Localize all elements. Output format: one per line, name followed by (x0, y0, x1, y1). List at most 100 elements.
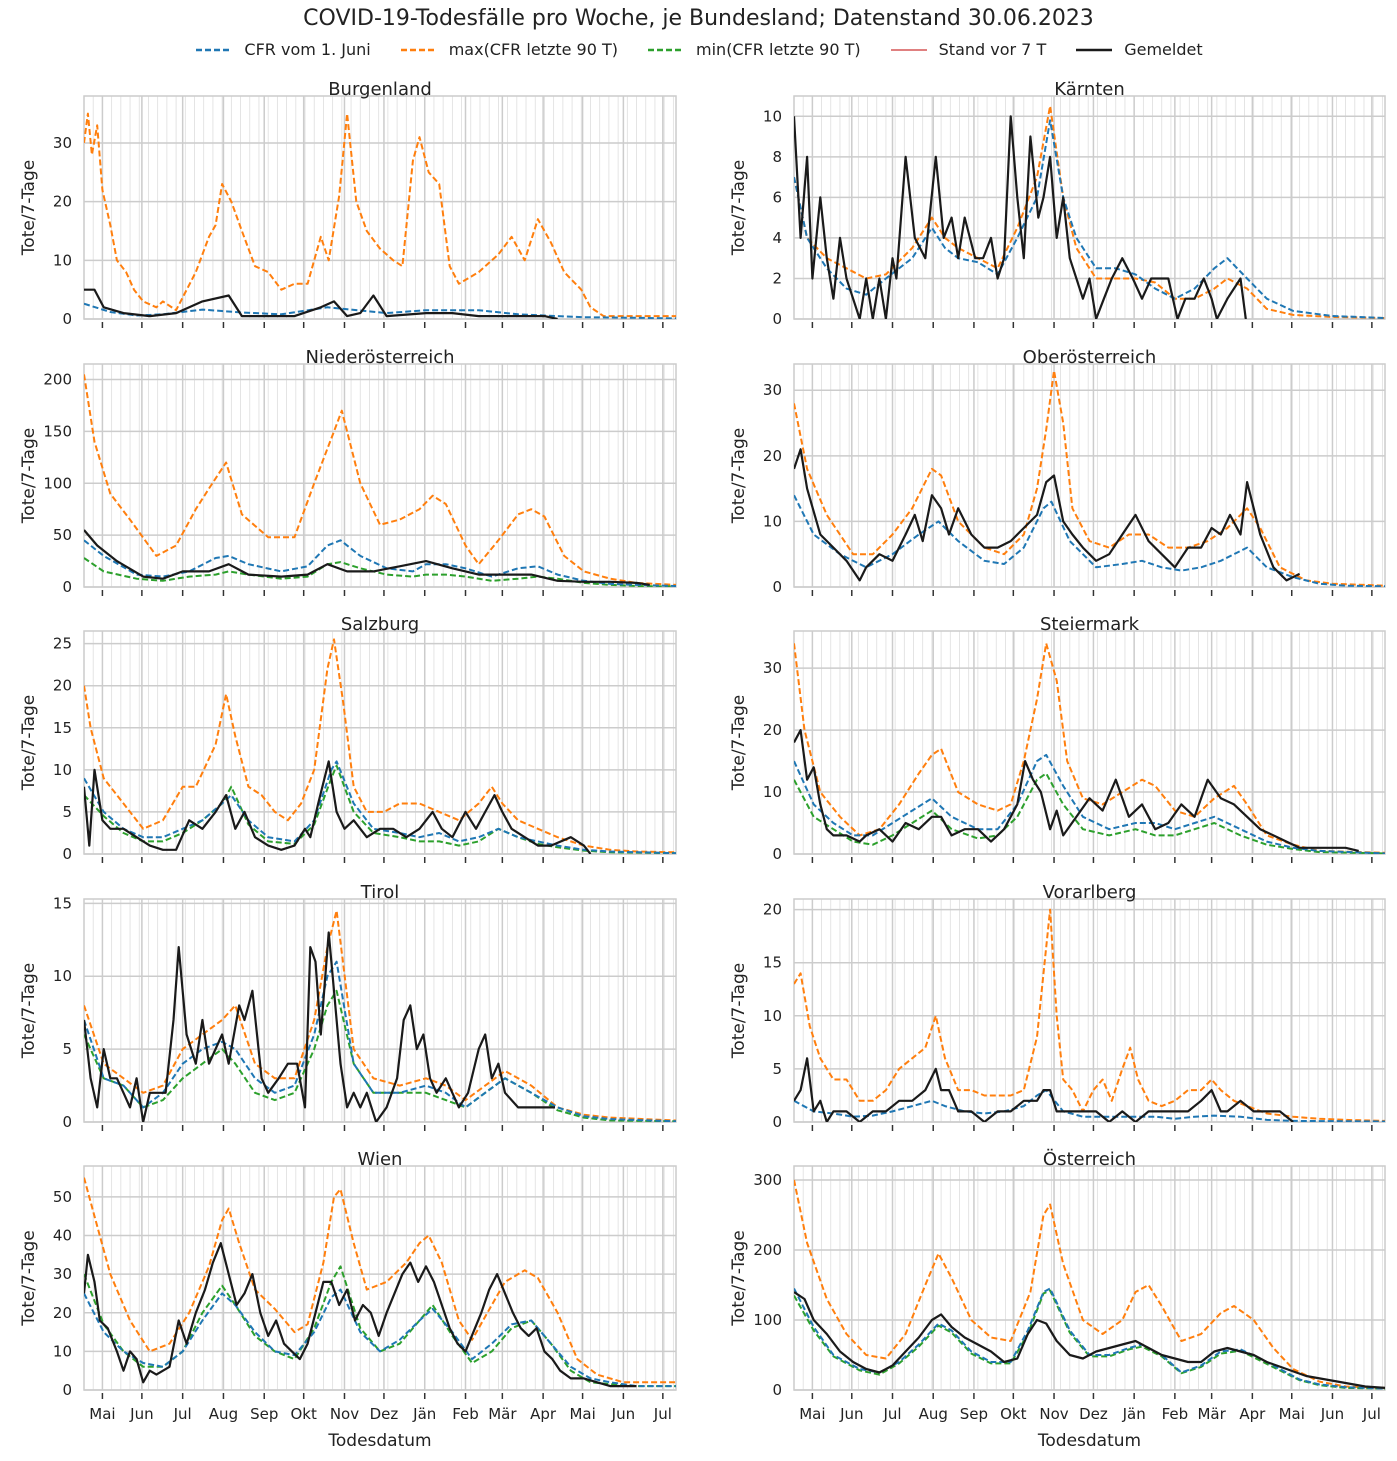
series-gemeldet-line (794, 448, 1301, 582)
panel-title: Kärnten (1054, 79, 1125, 100)
series-gemeldet-line (84, 1242, 637, 1388)
y-tick-label: 10 (53, 1342, 72, 1360)
panel-burgenland: 0 10 20 30 Burgenland Tote/7-Tage (19, 79, 677, 328)
series-cfr-min-line (84, 1265, 676, 1388)
series-cfr-max-line (84, 909, 676, 1122)
panel-tirol: 0 5 10 15 Tirol Tote/7-Tage (19, 882, 677, 1131)
panel-frame (83, 898, 677, 1123)
x-tick-label: Mär (1197, 1405, 1226, 1423)
y-tick-label: 20 (763, 901, 782, 919)
legend-swatch-stand (890, 49, 927, 50)
series-gemeldet-line (84, 288, 558, 319)
series-cfr-juni-line (794, 119, 1385, 319)
x-tick-label: Okt (1000, 1405, 1026, 1423)
legend-item-cfr-max: max(CFR letzte 90 T) (399, 40, 618, 59)
y-tick-label: 2 (772, 269, 782, 287)
panel-title: Wien (358, 1149, 403, 1170)
x-tick-label: Jun (611, 1405, 635, 1423)
x-tick-label: Jän (412, 1405, 436, 1423)
y-axis-label: Tote/7-Tage (729, 160, 749, 256)
y-axis-label: Tote/7-Tage (19, 695, 39, 791)
series-cfr-max-line (84, 374, 676, 586)
legend-item-cfr-min: min(CFR letzte 90 T) (646, 40, 861, 59)
x-tick-label: Jun (839, 1405, 863, 1423)
x-tick-label: Mär (488, 1405, 517, 1423)
series-cfr-min-line (794, 1289, 1385, 1390)
y-axis-label: Tote/7-Tage (729, 1230, 749, 1326)
panel-title: Tirol (360, 882, 399, 903)
y-tick-label: 30 (53, 1265, 72, 1283)
panel-frame (83, 95, 677, 320)
panel-wien: 0 10 20 30 40 50 Wien Tote/7-Tage Mai Jun Jul Aug Se… (19, 1149, 677, 1451)
x-tick-label: Jul (1362, 1405, 1381, 1423)
series-cfr-max-line (84, 638, 676, 854)
legend-label-stand: Stand vor 7 T (938, 40, 1047, 59)
y-tick-label: 15 (763, 954, 782, 972)
y-tick-label: 10 (763, 1007, 782, 1025)
series-cfr-max-line (794, 908, 1385, 1122)
panel-frame (793, 898, 1386, 1123)
y-axis-label: Tote/7-Tage (19, 428, 39, 524)
y-tick-label: 20 (53, 193, 72, 211)
y-tick-label: 8 (772, 148, 782, 166)
panel-frame (83, 630, 677, 855)
legend-item-stand: Stand vor 7 T (889, 40, 1047, 59)
series-cfr-min-line (84, 764, 676, 854)
legend: CFR vom 1. Juni max(CFR letzte 90 T) min… (0, 40, 1397, 59)
panel-frame (83, 363, 677, 588)
series-gemeldet-line (794, 1057, 1294, 1122)
panel-title: Österreich (1043, 1148, 1136, 1170)
y-tick-label: 5 (772, 1060, 782, 1078)
legend-label-cfr-max: max(CFR letzte 90 T) (448, 40, 619, 59)
figure-title: COVID-19-Todesfälle pro Woche, je Bundes… (303, 6, 1094, 31)
y-tick-label: 5 (62, 1040, 72, 1058)
y-tick-label: 20 (53, 677, 72, 695)
series-cfr-max-line (794, 642, 1385, 854)
legend-swatch-cfr-max (400, 48, 437, 51)
x-tick-label: Jun (1320, 1405, 1344, 1423)
y-tick-label: 0 (62, 310, 72, 328)
series-cfr-juni-line (84, 960, 676, 1122)
series-cfr-juni-line (84, 1288, 676, 1388)
y-tick-label: 100 (753, 1311, 782, 1329)
panel-title: Vorarlberg (1043, 882, 1137, 903)
legend-swatch-gemeldet (1076, 48, 1113, 51)
panel-niederoesterreich: 0 50 100 150 200 Niederösterreich Tote/7-Tage (19, 347, 677, 596)
panel-vorarlberg: 0 5 10 15 20 Vorarlberg Tote/7-Tage (729, 882, 1386, 1131)
series-cfr-juni-line (84, 760, 676, 854)
y-tick-label: 20 (763, 721, 782, 739)
x-tick-label: Nov (1039, 1405, 1068, 1423)
y-axis-label: Tote/7-Tage (729, 695, 749, 791)
y-tick-label: 100 (43, 474, 72, 492)
x-tick-label: Apr (1239, 1405, 1266, 1423)
y-tick-label: 30 (53, 134, 72, 152)
y-tick-label: 300 (753, 1171, 782, 1189)
y-tick-label: 0 (62, 845, 72, 863)
x-tick-label: Mai (1279, 1405, 1305, 1423)
series-cfr-max-line (84, 1177, 676, 1384)
x-tick-label: Mai (799, 1405, 825, 1423)
series-gemeldet-line (84, 931, 555, 1122)
y-tick-label: 50 (53, 1188, 72, 1206)
x-tick-label: Sep (250, 1405, 278, 1423)
y-tick-label: 0 (772, 1113, 782, 1131)
panel-frame (793, 363, 1386, 588)
y-tick-label: 20 (53, 1304, 72, 1322)
x-tick-label: Feb (1162, 1405, 1189, 1423)
y-tick-label: 0 (772, 578, 782, 596)
y-axis-label: Tote/7-Tage (19, 963, 39, 1059)
y-tick-label: 200 (43, 371, 72, 389)
y-tick-label: 10 (53, 251, 72, 269)
legend-swatch-cfr-juni (196, 48, 233, 51)
panel-title: Oberösterreich (1023, 347, 1157, 368)
series-gemeldet-line (794, 729, 1359, 852)
panel-frame (793, 1165, 1386, 1391)
x-tick-label: Aug (919, 1405, 948, 1423)
x-tick-label: Nov (330, 1405, 359, 1423)
y-tick-label: 0 (772, 1381, 782, 1399)
series-cfr-min-line (84, 989, 676, 1122)
panel-title: Burgenland (328, 79, 432, 100)
legend-item-cfr-juni: CFR vom 1. Juni (194, 40, 371, 59)
x-tick-label: Apr (530, 1405, 557, 1423)
